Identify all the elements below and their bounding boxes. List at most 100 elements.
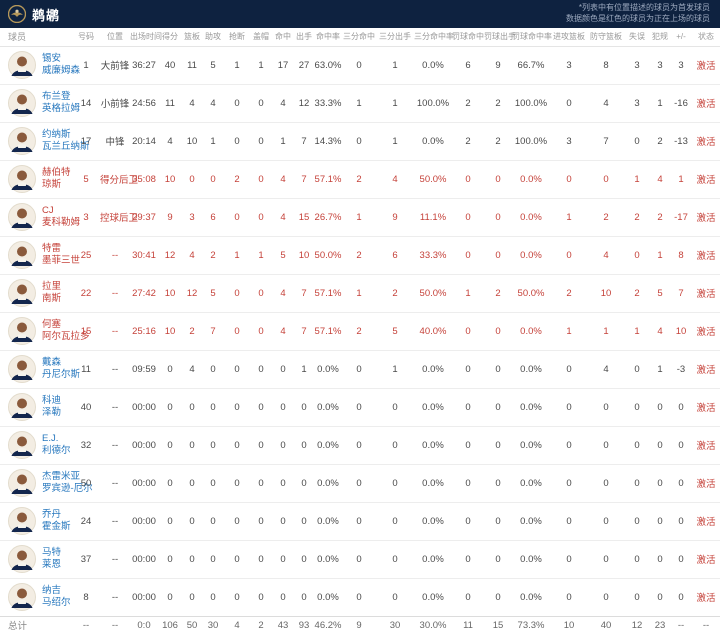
stat-cell-7: 1 xyxy=(294,349,314,388)
stat-cell-14: 0.0% xyxy=(512,463,550,502)
player-avatar-icon[interactable] xyxy=(8,431,36,459)
position-cell: 控球后卫 xyxy=(100,197,138,236)
stat-cell-4: 0 xyxy=(224,311,250,350)
player-cell: CJ 麦科勒姆 xyxy=(0,197,80,236)
player-name-link[interactable]: 约纳斯 瓦兰丘纳斯 xyxy=(42,128,90,152)
player-avatar-icon[interactable] xyxy=(8,127,36,155)
stat-cell-6: 17 xyxy=(272,45,294,84)
stat-cell-6: 4 xyxy=(272,311,294,350)
player-name-link[interactable]: 锡安 威廉姆森 xyxy=(42,52,81,76)
player-row: 何塞 阿尔瓦拉多 15 -- 25:16 10 2 7 0 0 4 7 57.1% 2 5 40.0% 0 0 0.… xyxy=(0,311,720,350)
player-avatar-icon[interactable] xyxy=(8,279,36,307)
position-cell: -- xyxy=(100,425,130,464)
stat-cell-13: 0 xyxy=(484,159,512,198)
player-avatar-icon[interactable] xyxy=(8,583,36,611)
stat-cell-15: 0 xyxy=(550,349,588,388)
stat-cell-13: 0 xyxy=(484,501,512,540)
player-avatar-icon[interactable] xyxy=(8,317,36,345)
stat-cell-14: 0.0% xyxy=(512,387,550,426)
stat-cell-8: 57.1% xyxy=(314,311,342,350)
player-avatar-icon[interactable] xyxy=(8,241,36,269)
stat-cell-10: 4 xyxy=(376,159,414,198)
pelicans-logo-icon xyxy=(8,5,26,23)
stat-cell-3: 6 xyxy=(202,197,224,236)
stat-cell-15: 0 xyxy=(550,501,588,540)
player-avatar-icon[interactable] xyxy=(8,393,36,421)
col-header-1: 号码 xyxy=(78,32,94,42)
col-header-21: 犯规 xyxy=(652,32,668,42)
stat-cell-4: 0 xyxy=(224,539,250,578)
player-avatar-icon[interactable] xyxy=(8,355,36,383)
stat-cell-13: 0 xyxy=(484,425,512,464)
player-name-link[interactable]: 赫伯特 琼斯 xyxy=(42,166,71,190)
total-stat-cell-17: 12 xyxy=(624,615,650,634)
stat-cell-12: 0 xyxy=(452,387,484,426)
stat-cell-5: 0 xyxy=(250,387,272,426)
status-cell: 激活 xyxy=(692,463,720,502)
total-stat-cell-19: -- xyxy=(670,615,692,634)
stat-cell-12: 0 xyxy=(452,159,484,198)
stat-cell-4: 0 xyxy=(224,463,250,502)
stat-cell-5: 0 xyxy=(250,577,272,616)
player-avatar-icon[interactable] xyxy=(8,203,36,231)
stat-cell-15: 0 xyxy=(550,577,588,616)
player-avatar-icon[interactable] xyxy=(8,51,36,79)
stat-cell-5: 0 xyxy=(250,159,272,198)
total-label-cell: 总计 xyxy=(0,615,72,634)
player-name-link[interactable]: CJ 麦科勒姆 xyxy=(42,204,81,228)
player-name-link[interactable]: 纳吉 马绍尔 xyxy=(42,584,71,608)
stat-cell-10: 0 xyxy=(376,501,414,540)
status-cell: 激活 xyxy=(692,387,720,426)
stat-cell-12: 0 xyxy=(452,425,484,464)
stat-cell-5: 0 xyxy=(250,425,272,464)
stat-cell-3: 0 xyxy=(202,425,224,464)
stat-cell-7: 10 xyxy=(294,235,314,274)
stat-cell-13: 2 xyxy=(484,121,512,160)
player-avatar-icon[interactable] xyxy=(8,545,36,573)
stat-cell-9: 0 xyxy=(342,463,376,502)
player-name-link[interactable]: 布兰登 英格拉姆 xyxy=(42,90,81,114)
stat-cell-15: 0 xyxy=(550,425,588,464)
stat-cell-3: 0 xyxy=(202,463,224,502)
player-avatar-icon[interactable] xyxy=(8,89,36,117)
stat-cell-2: 4 xyxy=(182,83,202,122)
stat-cell-16: 0 xyxy=(588,463,624,502)
stat-cell-6: 4 xyxy=(272,83,294,122)
player-name-link[interactable]: 乔丹 霍金斯 xyxy=(42,508,71,532)
stat-cell-9: 0 xyxy=(342,425,376,464)
player-row: 科迪 泽勒 40 -- 00:00 0 0 0 0 0 0 0 0.0% 0 0 0.0% 0 0 0.0% 0 0 0 0… xyxy=(0,387,720,426)
status-cell: 激活 xyxy=(692,235,720,274)
player-avatar-icon[interactable] xyxy=(8,507,36,535)
player-avatar-icon[interactable] xyxy=(8,165,36,193)
status-cell: 激活 xyxy=(692,159,720,198)
player-name-link[interactable]: 戴森 丹尼尔斯 xyxy=(42,356,81,380)
team-identity: 鹈鹕 xyxy=(8,5,60,24)
player-name-link[interactable]: 科迪 泽勒 xyxy=(42,394,62,418)
total-stat-cell-5: 2 xyxy=(250,615,272,634)
stat-cell-14: 50.0% xyxy=(512,273,550,312)
status-cell: 激活 xyxy=(692,539,720,578)
player-cell: 乔丹 霍金斯 xyxy=(0,501,72,540)
player-name-link[interactable]: 何塞 阿尔瓦拉多 xyxy=(42,318,90,342)
stat-cell-6: 0 xyxy=(272,387,294,426)
stat-cell-0: 20:14 xyxy=(130,121,158,160)
stat-cell-0: 00:00 xyxy=(130,501,158,540)
stat-cell-7: 7 xyxy=(294,159,314,198)
stat-cell-9: 0 xyxy=(342,577,376,616)
stat-cell-12: 0 xyxy=(452,577,484,616)
player-avatar-icon[interactable] xyxy=(8,469,36,497)
stat-cell-4: 2 xyxy=(224,159,250,198)
player-name-link[interactable]: 马特 莱恩 xyxy=(42,546,62,570)
stat-cell-3: 0 xyxy=(202,349,224,388)
player-name-link[interactable]: 拉里 南斯 xyxy=(42,280,62,304)
player-name-link[interactable]: 特雷 墨菲三世 xyxy=(42,242,81,266)
stat-cell-0: 00:00 xyxy=(130,387,158,426)
player-name-link[interactable]: 杰雷米亚 罗宾逊-厄尔 xyxy=(42,470,93,494)
stat-cell-19: 0 xyxy=(670,387,692,426)
stat-cell-3: 0 xyxy=(202,539,224,578)
stat-cell-16: 0 xyxy=(588,387,624,426)
stat-cell-10: 2 xyxy=(376,273,414,312)
player-name-link[interactable]: E.J. 利德尔 xyxy=(42,432,71,456)
stat-cell-9: 0 xyxy=(342,45,376,84)
stat-cell-1: 0 xyxy=(158,463,182,502)
